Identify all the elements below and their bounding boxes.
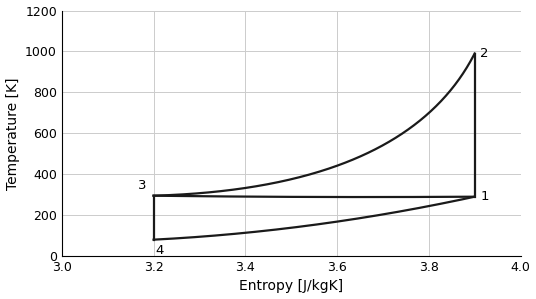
- Text: 3: 3: [138, 179, 147, 192]
- Text: 4: 4: [156, 244, 164, 257]
- X-axis label: Entropy [J/kgK]: Entropy [J/kgK]: [239, 280, 343, 293]
- Y-axis label: Temperature [K]: Temperature [K]: [5, 77, 19, 190]
- Text: 1: 1: [480, 190, 489, 203]
- Text: 2: 2: [480, 47, 489, 60]
